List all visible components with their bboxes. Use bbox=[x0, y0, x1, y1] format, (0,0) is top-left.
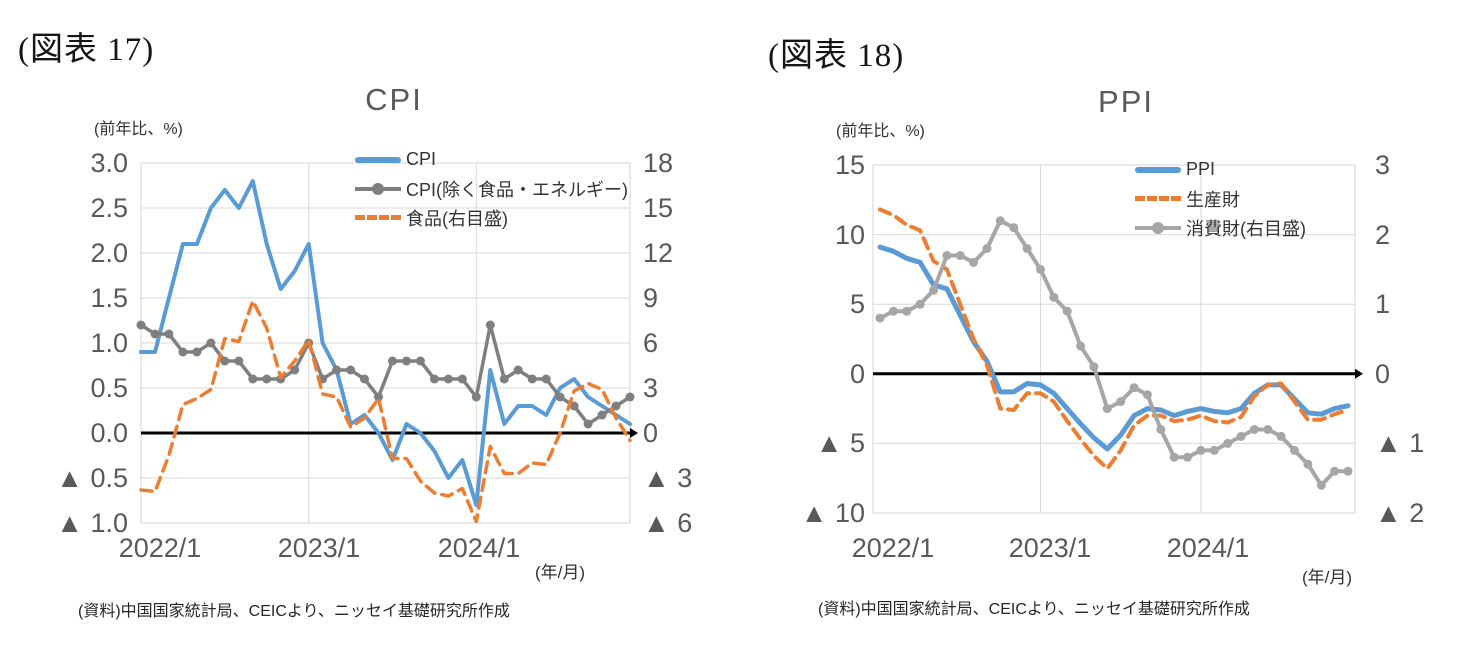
y-axis-tick-left: 10 bbox=[834, 220, 865, 250]
y-axis-tick-right: 3 bbox=[643, 373, 659, 403]
legend-line-dashed-icon bbox=[1135, 196, 1181, 201]
y-axis-tick-right: 6 bbox=[643, 328, 659, 358]
y-axis-tick-right: ▲ 2 bbox=[1375, 498, 1425, 528]
y-axis-tick-left: 0.5 bbox=[90, 373, 128, 403]
y-axis-tick-right: 12 bbox=[643, 238, 674, 268]
legend-line-solid-icon bbox=[1135, 166, 1181, 173]
ppi-plot-area bbox=[872, 164, 1363, 514]
x-axis-labels: 2022/1 2023/1 2024/1 bbox=[118, 533, 521, 563]
legend-item-consumer-goods: 消費財(右目盛) bbox=[1135, 213, 1306, 242]
legend: CPI CPI(除く食品・エネルギー) 食品(右目盛) bbox=[355, 145, 628, 232]
legend-label: CPI(除く食品・エネルギー) bbox=[406, 179, 628, 200]
y-axis-tick-left: 1.5 bbox=[90, 283, 128, 313]
legend-item-cpi: CPI bbox=[355, 145, 628, 174]
y-axis-tick-right: 2 bbox=[1375, 220, 1391, 250]
ppi-chart: (図表 18) PPI (前年比、%) PPI 生産財 消費財(右目盛) 15 1… bbox=[730, 0, 1460, 658]
y-axis-tick-left: 15 bbox=[834, 150, 865, 180]
legend-label: 食品(右目盛) bbox=[406, 208, 508, 229]
y-axis-tick-left: 2.5 bbox=[90, 193, 128, 223]
legend-item-producer-goods: 生産財 bbox=[1135, 184, 1306, 213]
y-axis-tick-left: 5 bbox=[849, 289, 865, 319]
x-axis-tick: 2024/1 bbox=[1166, 533, 1250, 563]
legend-item-ppi: PPI bbox=[1135, 155, 1306, 184]
y-axis-tick-left: ▲ 1.0 bbox=[56, 508, 128, 538]
y-axis-tick-right: 0 bbox=[643, 418, 659, 448]
y-axis-right-labels: 18 15 12 9 6 3 0 ▲ 3 ▲ 6 bbox=[643, 0, 729, 658]
x-axis-labels: 2022/1 2023/1 2024/1 bbox=[730, 0, 1460, 658]
y-axis-tick-right: ▲ 3 bbox=[643, 463, 693, 493]
source-note: (資料)中国国家統計局、CEICより、ニッセイ基礎研究所作成 bbox=[78, 603, 510, 620]
legend-label: PPI bbox=[1186, 159, 1216, 179]
y-axis-tick-right: 9 bbox=[643, 283, 659, 313]
legend-label: 消費財(右目盛) bbox=[1186, 218, 1306, 239]
y-axis-tick-right: 0 bbox=[1375, 359, 1391, 389]
x-axis-note: (年/月) bbox=[1301, 568, 1352, 587]
x-axis-tick: 2023/1 bbox=[277, 533, 361, 563]
x-axis-note: (年/月) bbox=[534, 563, 585, 582]
legend-item-food: 食品(右目盛) bbox=[355, 203, 628, 232]
legend-line-marker-icon bbox=[355, 182, 401, 195]
y-axis-tick-left: 2.0 bbox=[90, 238, 128, 268]
legend: PPI 生産財 消費財(右目盛) bbox=[1135, 155, 1306, 242]
x-axis-tick: 2022/1 bbox=[851, 533, 935, 563]
figure-label: (図表 17) bbox=[18, 32, 155, 68]
figure-label: (図表 18) bbox=[768, 38, 905, 74]
y-axis-left-labels: 3.0 2.5 2.0 1.5 1.0 0.5 0.0 ▲ 0.5 ▲ 1.0 bbox=[20, 0, 128, 658]
y-axis-tick-right: 15 bbox=[643, 193, 674, 223]
y-axis-tick-left: ▲ 5 bbox=[815, 428, 865, 458]
x-axis-tick: 2022/1 bbox=[118, 533, 202, 563]
y-axis-tick-right: 3 bbox=[1375, 150, 1391, 180]
y-axis-tick-right: 1 bbox=[1375, 289, 1391, 319]
legend-label: CPI bbox=[406, 149, 437, 169]
y-axis-tick-left: ▲ 0.5 bbox=[56, 463, 128, 493]
legend-line-marker-icon bbox=[1135, 221, 1181, 234]
y-axis-tick-left: 1.0 bbox=[90, 328, 128, 358]
y-axis-tick-right: ▲ 6 bbox=[643, 508, 693, 538]
cpi-plot-area bbox=[136, 162, 638, 524]
y-axis-tick-right: 18 bbox=[643, 148, 674, 178]
y-axis-tick-left: 0.0 bbox=[90, 418, 128, 448]
y-axis-tick-left: ▲ 10 bbox=[800, 498, 865, 528]
y-axis-unit-label: (前年比、%) bbox=[94, 121, 183, 138]
source-note: (資料)中国国家統計局、CEICより、ニッセイ基礎研究所作成 bbox=[818, 601, 1250, 618]
y-axis-tick-right: ▲ 1 bbox=[1375, 428, 1425, 458]
chart-title: CPI bbox=[365, 82, 423, 117]
legend-line-solid-icon bbox=[355, 156, 401, 163]
x-axis-tick: 2023/1 bbox=[1008, 533, 1092, 563]
y-axis-tick-left: 0 bbox=[849, 359, 865, 389]
cpi-chart: (図表 17) CPI (前年比、%) CPI CPI(除く食品・エネルギー) … bbox=[18, 0, 729, 658]
legend-line-dashed-icon bbox=[355, 215, 401, 220]
legend-label: 生産財 bbox=[1186, 189, 1240, 210]
y-axis-unit-label: (前年比、%) bbox=[836, 123, 925, 140]
y-axis-tick-left: 3.0 bbox=[90, 148, 128, 178]
legend-item-core-cpi: CPI(除く食品・エネルギー) bbox=[355, 174, 628, 203]
y-axis-right-labels: 3 2 1 0 ▲ 1 ▲ 2 bbox=[1375, 0, 1460, 658]
chart-title: PPI bbox=[1098, 84, 1154, 119]
y-axis-left-labels: 15 10 5 0 ▲ 5 ▲ 10 bbox=[757, 0, 865, 658]
x-axis-tick: 2024/1 bbox=[437, 533, 521, 563]
